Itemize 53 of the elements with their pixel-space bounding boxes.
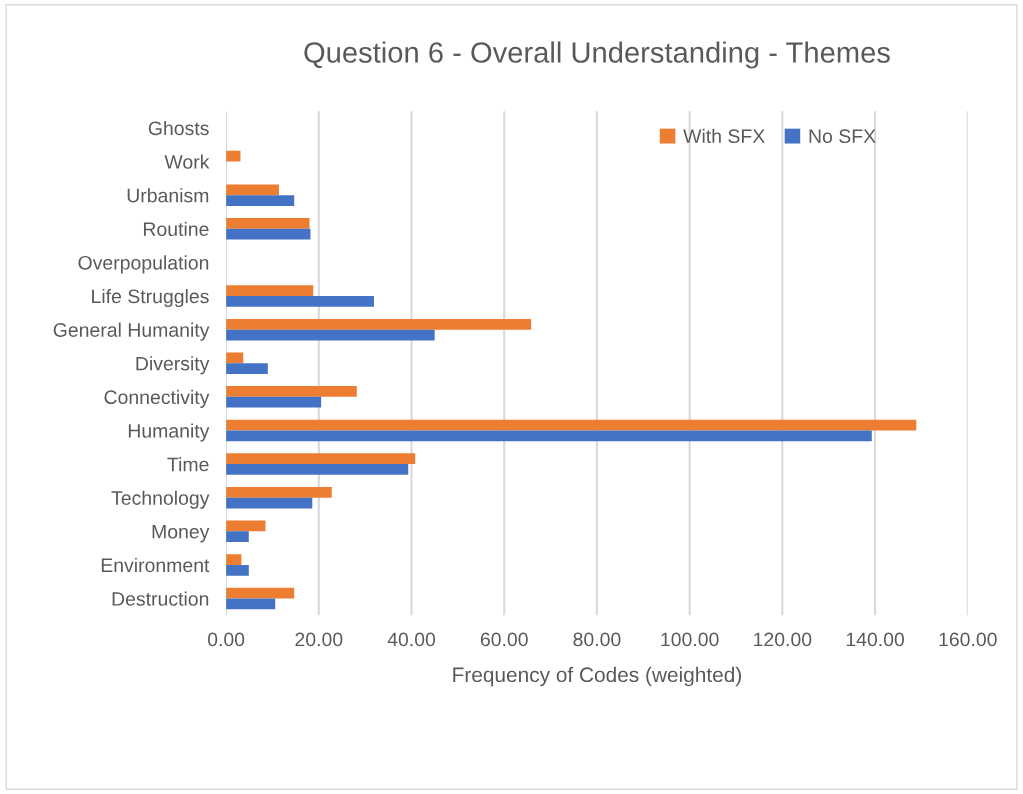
y-tick-label: Connectivity bbox=[104, 389, 210, 408]
y-tick-label: Overpopulation bbox=[78, 255, 209, 274]
legend-label: With SFX bbox=[683, 128, 765, 144]
y-tick-label: Urbanism bbox=[127, 188, 209, 203]
bar bbox=[226, 228, 311, 240]
y-tick-label: Diversity bbox=[136, 356, 210, 375]
bar bbox=[226, 386, 357, 397]
y-tick-label: General Humanity bbox=[53, 322, 210, 341]
x-tick-label: 100.00 bbox=[661, 632, 719, 647]
bar bbox=[226, 554, 242, 565]
y-tick-label: Ghosts bbox=[148, 120, 209, 136]
chart-title: Question 6 - Overall Understanding - Themes bbox=[304, 41, 890, 69]
x-tick-label: 140.00 bbox=[846, 632, 905, 647]
bar bbox=[226, 195, 295, 206]
y-tick-label: Environment bbox=[101, 557, 210, 573]
bar bbox=[226, 184, 279, 196]
x-tick-label: 120.00 bbox=[754, 632, 812, 647]
bar bbox=[226, 296, 374, 307]
x-tick-label: 40.00 bbox=[387, 632, 436, 647]
y-tick-label: Life Struggles bbox=[92, 288, 209, 308]
y-tick-label: Routine bbox=[143, 221, 209, 237]
bar bbox=[226, 497, 313, 509]
bar bbox=[226, 363, 268, 375]
y-tick-label: Technology bbox=[111, 490, 210, 509]
bar bbox=[226, 598, 276, 610]
bar bbox=[226, 150, 241, 162]
bar bbox=[226, 329, 435, 341]
y-tick-label: Money bbox=[152, 524, 210, 543]
legend-label: No SFX bbox=[809, 129, 876, 144]
bar bbox=[226, 486, 332, 498]
bar bbox=[226, 285, 314, 297]
bar bbox=[226, 453, 416, 465]
bar bbox=[226, 464, 409, 475]
x-tick-label: 20.00 bbox=[295, 632, 343, 647]
bar bbox=[226, 430, 872, 442]
bar bbox=[226, 396, 322, 408]
bar bbox=[226, 587, 295, 599]
x-tick-label: 80.00 bbox=[573, 632, 621, 647]
y-tick-label: Work bbox=[164, 154, 210, 169]
bar bbox=[226, 218, 310, 229]
bar bbox=[226, 564, 249, 576]
bar bbox=[226, 531, 249, 543]
bar bbox=[226, 419, 917, 431]
bar bbox=[226, 520, 266, 532]
x-tick-label: 160.00 bbox=[939, 632, 997, 647]
y-tick-label: Humanity bbox=[128, 423, 210, 442]
x-tick-label: 60.00 bbox=[480, 632, 528, 647]
y-tick-label: Destruction bbox=[112, 591, 209, 606]
bar bbox=[226, 352, 244, 364]
bar bbox=[226, 318, 532, 330]
x-axis-title: Frequency of Codes (weighted) bbox=[453, 666, 741, 687]
y-tick-label: Time bbox=[167, 457, 209, 472]
x-tick-label: 0.00 bbox=[207, 632, 245, 647]
